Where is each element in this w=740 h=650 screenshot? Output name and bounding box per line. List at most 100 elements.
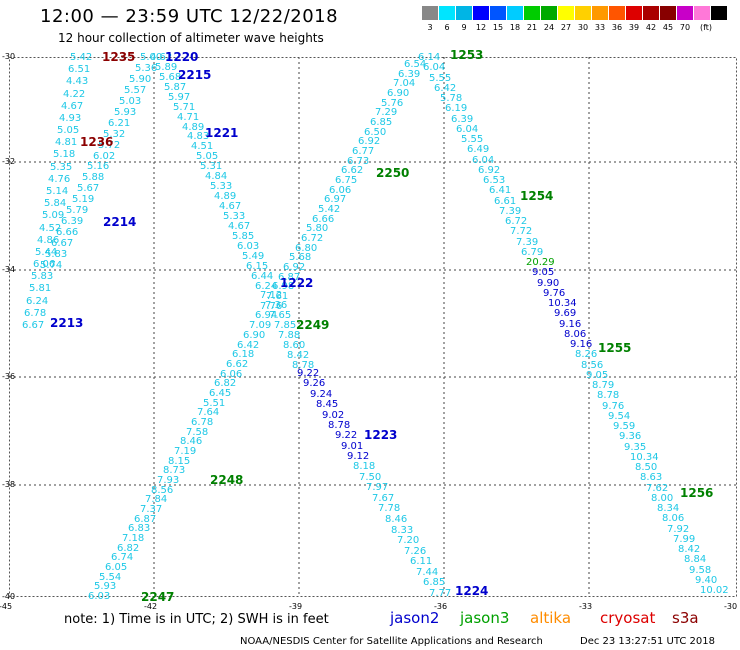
swh-value: 6.85 — [423, 577, 446, 588]
pass-time-label: 2249 — [296, 318, 330, 332]
swh-value: 6.79 — [521, 247, 544, 258]
swh-value: 4.81 — [55, 137, 78, 148]
swh-value: 8.46 — [385, 514, 408, 525]
swh-value: 7.36 — [265, 300, 288, 311]
swh-value: 8.42 — [287, 350, 310, 361]
swh-value: 5.35 — [50, 162, 73, 173]
swh-value: 5.67 — [77, 183, 100, 194]
swh-value: 5.90 — [129, 74, 152, 85]
swh-value: 5.14 — [46, 186, 69, 197]
swh-value: 6.42 — [237, 340, 260, 351]
swh-value: 6.02 — [93, 151, 116, 162]
legend-swatch — [694, 6, 710, 20]
swh-value: 7.65 — [269, 310, 292, 321]
swh-value: 4.67 — [228, 221, 251, 232]
swh-value: 6.06 — [329, 185, 352, 196]
legend-swatch — [507, 6, 523, 20]
legend-label: 12 — [475, 23, 487, 32]
swh-value: 8.46 — [180, 436, 203, 447]
swh-value: 6.41 — [489, 185, 512, 196]
swh-value: 5.71 — [173, 102, 196, 113]
pass-time-label: 1224 — [455, 584, 489, 598]
swh-value: 8.06 — [564, 329, 587, 340]
swh-value: 6.94 — [255, 310, 278, 321]
swh-value: 5.84 — [44, 198, 67, 209]
swh-value: 6.67 — [22, 320, 45, 331]
swh-value: 7.97 — [366, 482, 389, 493]
swh-value: 4.76 — [48, 174, 71, 185]
swh-value: 6.77 — [352, 146, 375, 157]
swh-value: 4.89 — [214, 191, 237, 202]
swh-value: 5.31 — [200, 161, 223, 172]
swh-value: 5.74 — [40, 260, 63, 271]
swh-value: 6.67 — [51, 238, 74, 249]
swh-value: 5.72 — [98, 140, 121, 151]
map-grid — [9, 57, 737, 597]
swh-value: 7.37 — [140, 504, 163, 515]
legend-swatch — [626, 6, 642, 20]
swh-value: 5.09 — [42, 210, 65, 221]
pass-time-label: 2215 — [178, 68, 212, 82]
swh-value: 7.99 — [673, 534, 696, 545]
legend-swatch — [677, 6, 693, 20]
swh-value: 5.93 — [94, 581, 117, 592]
swh-value: 5.87 — [164, 82, 187, 93]
swh-value: 7.84 — [145, 494, 168, 505]
swh-value: 8.45 — [316, 399, 339, 410]
pass-time-label: 1254 — [520, 189, 554, 203]
legend-swatch — [660, 6, 676, 20]
swh-value: 8.56 — [581, 360, 604, 371]
legend-label: 39 — [628, 23, 640, 32]
swh-value: 5.81 — [29, 283, 52, 294]
longitude-label: -36 — [434, 602, 448, 611]
swh-value: 9.59 — [613, 421, 636, 432]
swh-value: 5.33 — [223, 211, 246, 222]
latitude-label: -32 — [2, 157, 16, 166]
swh-value: 6.78 — [191, 417, 214, 428]
swh-value: 4.52 — [39, 223, 62, 234]
swh-value: 9.36 — [619, 431, 642, 442]
swh-value: 6.74 — [111, 552, 134, 563]
swh-value: 4.67 — [61, 101, 84, 112]
swh-value: 9.35 — [624, 442, 647, 453]
swh-value: 6.11 — [410, 556, 433, 567]
swh-value: 8.78 — [328, 420, 351, 431]
legend-label: 9 — [461, 23, 467, 32]
legend-swatch — [490, 6, 506, 20]
satellite-jason3: jason3 — [460, 609, 510, 627]
legend-label: 3 — [427, 23, 433, 32]
legend-label: 45 — [662, 23, 674, 32]
swh-value: 7.04 — [393, 78, 416, 89]
swh-value: 5.44 — [35, 247, 58, 258]
swh-value: 5.68 — [159, 72, 182, 83]
swh-value: 6.66 — [56, 227, 79, 238]
swh-value: 6.18 — [232, 349, 255, 360]
swh-value: 8.34 — [657, 503, 680, 514]
swh-value: 5.88 — [82, 172, 105, 183]
swh-value: 8.50 — [635, 462, 658, 473]
swh-value: 5.78 — [440, 93, 463, 104]
swh-value: 6.53 — [483, 175, 506, 186]
swh-value: 6.66 — [312, 214, 335, 225]
swh-value: 9.05 — [586, 370, 609, 381]
swh-value: 4.71 — [177, 112, 200, 123]
satellite-s3a: s3a — [672, 609, 699, 627]
legend-swatch — [541, 6, 557, 20]
swh-value: 7.67 — [372, 493, 395, 504]
legend-swatch — [609, 6, 625, 20]
swh-value: 5.97 — [168, 92, 191, 103]
swh-value: 5.51 — [203, 398, 226, 409]
satellite-cryosat: cryosat — [600, 609, 656, 627]
swh-value: 6.83 — [128, 523, 151, 534]
pass-time-label: 2214 — [103, 215, 137, 229]
swh-value: 6.51 — [68, 64, 91, 75]
swh-value: 8.84 — [684, 554, 707, 565]
swh-value: 6.90 — [387, 88, 410, 99]
swh-value: 9.01 — [341, 441, 364, 452]
swh-value: 8.33 — [391, 525, 414, 536]
legend-label: 24 — [543, 23, 555, 32]
generation-timestamp: Dec 23 13:27:51 UTC 2018 — [580, 636, 715, 647]
swh-value: 9.76 — [543, 288, 566, 299]
swh-value: 6.06 — [33, 259, 56, 270]
